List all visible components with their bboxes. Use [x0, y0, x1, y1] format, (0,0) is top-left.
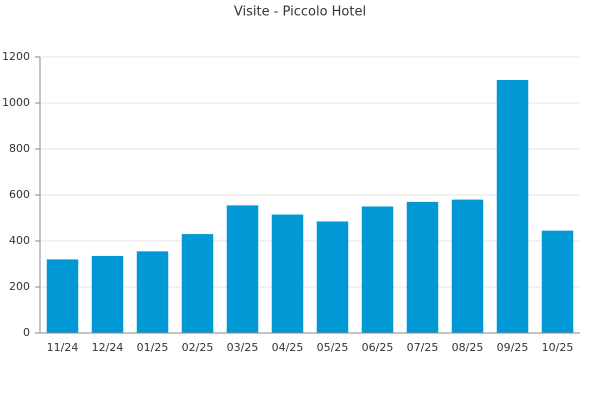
- x-tick-label: 06/25: [362, 341, 394, 354]
- y-tick-label: 600: [9, 188, 30, 201]
- x-tick-label: 04/25: [272, 341, 304, 354]
- bar: [406, 201, 439, 333]
- bar: [226, 205, 259, 333]
- chart-title: Visite - Piccolo Hotel: [234, 5, 366, 20]
- x-tick-label: 03/25: [227, 341, 259, 354]
- x-tick-label: 10/25: [542, 341, 574, 354]
- y-tick-label: 1200: [2, 50, 30, 63]
- x-tick-label: 11/24: [47, 341, 79, 354]
- y-tick-label: 200: [9, 280, 30, 293]
- bar: [181, 234, 214, 333]
- bar: [451, 199, 484, 333]
- bar: [316, 221, 349, 333]
- x-tick-label: 07/25: [407, 341, 439, 354]
- x-tick-label: 09/25: [497, 341, 529, 354]
- bar: [496, 80, 529, 333]
- y-tick-label: 0: [23, 326, 30, 339]
- x-tick-label: 01/25: [137, 341, 169, 354]
- x-tick-label: 08/25: [452, 341, 484, 354]
- y-tick-label: 400: [9, 234, 30, 247]
- bar: [91, 255, 124, 333]
- bar: [46, 259, 79, 333]
- y-tick-label: 1000: [2, 96, 30, 109]
- y-tick-label: 800: [9, 142, 30, 155]
- bar: [361, 206, 394, 333]
- bar: [271, 214, 304, 333]
- x-tick-label: 05/25: [317, 341, 349, 354]
- x-tick-label: 12/24: [92, 341, 124, 354]
- bar: [136, 251, 169, 333]
- bar: [541, 230, 574, 333]
- x-tick-label: 02/25: [182, 341, 214, 354]
